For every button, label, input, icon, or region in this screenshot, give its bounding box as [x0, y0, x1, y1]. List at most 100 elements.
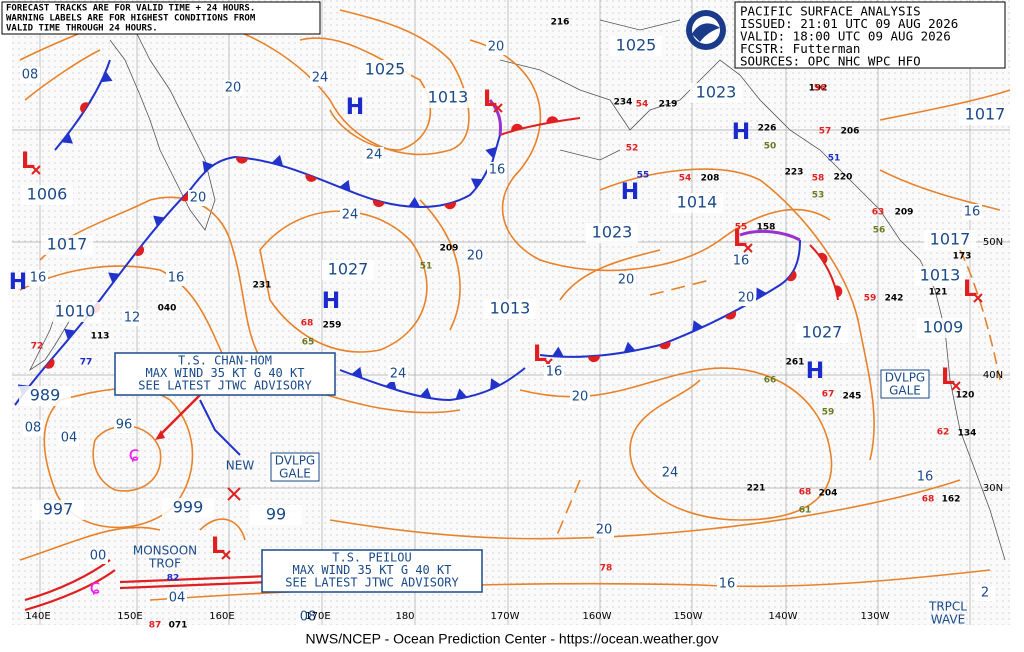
longitude-label: 170E	[305, 611, 330, 622]
isobar-label-box	[166, 270, 186, 286]
pressure-label: 1023	[696, 83, 737, 102]
header-line: SOURCES: OPC NHC WPC HFO	[740, 54, 921, 69]
station-value: 62	[937, 428, 950, 438]
advisory-line: SEE LATEST JTWC ADVISORY	[285, 576, 459, 590]
high-center: H	[322, 289, 340, 314]
station-value: 55	[637, 171, 650, 181]
low-x	[743, 243, 753, 253]
isobar-label-box	[717, 576, 737, 592]
pressure-label: 1027	[802, 323, 843, 342]
isobar-label-box	[188, 190, 208, 206]
pressure-label-box	[32, 500, 84, 520]
warning-label: GALE	[889, 384, 921, 398]
note-line: FORECAST TRACKS ARE FOR VALID TIME + 24 …	[6, 4, 255, 14]
feature-label: WAVE	[931, 613, 965, 627]
station-value: 219	[659, 100, 678, 110]
station-value: 158	[757, 223, 776, 233]
pressure-label: 1006	[27, 185, 68, 204]
cold-front-triangle	[485, 146, 497, 159]
station-value: 51	[828, 154, 841, 164]
pressure-label: 1017	[930, 230, 971, 249]
isobar-label: 08	[300, 610, 317, 625]
isobar-label-box	[388, 366, 408, 382]
isobar-label: 20	[596, 523, 613, 538]
cold-front-triangle	[692, 320, 704, 332]
isobar-label-box	[223, 80, 243, 96]
cold-front-triangle	[271, 154, 284, 167]
low-x	[31, 165, 41, 175]
pressure-label: 1027	[328, 260, 369, 279]
low-x	[973, 293, 983, 303]
latitude-label: 50N	[983, 237, 1003, 248]
isobars	[19, 9, 1011, 601]
isobar-label: 2	[981, 586, 989, 601]
low-center: L	[21, 149, 35, 174]
cold-front-triangle	[61, 132, 73, 144]
feature-label: TRPCL	[928, 600, 967, 614]
warning-label: DVLPG	[885, 371, 925, 385]
station-value: 134	[958, 429, 977, 439]
station-value: 120	[956, 391, 975, 401]
isobar-label: 04	[61, 431, 78, 446]
pressure-label-box	[610, 36, 662, 56]
low-center: L	[211, 534, 225, 559]
track-arrow	[155, 430, 165, 440]
cold-front-triangle	[490, 378, 501, 390]
isobar-label-box	[487, 162, 507, 178]
warm-front-semicircle	[134, 245, 145, 256]
longitude-label: 130W	[861, 611, 890, 622]
longitude-label: 150W	[674, 611, 703, 622]
station-value: 61	[799, 506, 812, 516]
advisory-line: MAX WIND 35 KT G 40 KT	[146, 366, 305, 380]
station-value: 209	[440, 244, 459, 254]
warm-front-semicircle	[724, 310, 737, 320]
longitude-label: 140E	[25, 611, 50, 622]
station-value: 57	[819, 127, 832, 137]
station-value: 206	[841, 127, 860, 137]
front	[809, 244, 839, 301]
station-value: 226	[758, 124, 777, 134]
isobar-label: 24	[662, 466, 679, 481]
station-value: 53	[812, 191, 825, 201]
header-line: ISSUED: 21:01 UTC 09 AUG 2026	[740, 16, 958, 31]
station-value: 192	[809, 84, 828, 94]
isobar-label-box	[736, 290, 756, 306]
station-value: 261	[786, 358, 805, 368]
pressure-label-box	[671, 193, 723, 213]
station-value: 87	[149, 621, 162, 631]
isobar-label: 20	[190, 191, 207, 206]
header-line: VALID: 18:00 UTC 09 AUG 2026	[740, 29, 951, 44]
isobar-label: 96	[116, 418, 133, 433]
cold-front-triangle	[419, 387, 432, 399]
isobar-label: 20	[738, 291, 755, 306]
header-line: FCSTR: Futterman	[740, 41, 860, 56]
station-value: 82	[167, 574, 180, 584]
isobar-label-box	[20, 67, 40, 83]
position-x	[227, 487, 241, 501]
pressure-label: 1025	[365, 60, 406, 79]
isobar-label-box	[114, 417, 134, 433]
station-value: 162	[942, 495, 961, 505]
tropical-symbols: ɕ ɕ	[90, 442, 140, 599]
isobar-label: 16	[489, 163, 506, 178]
isobar-label: 24	[366, 148, 383, 163]
storm-track	[24, 559, 271, 612]
station-value: 231	[253, 281, 272, 291]
warning-label: GALE	[279, 467, 311, 481]
cold-front-triangle	[100, 71, 113, 83]
station-value: 121	[929, 288, 948, 298]
pressure-label: 1017	[47, 235, 88, 254]
note-line: VALID TIME THROUGH 24 HOURS.	[6, 24, 158, 34]
isobar-label-box	[340, 207, 360, 223]
isobar-label-box	[88, 548, 108, 564]
isobar-label: 12	[124, 311, 141, 326]
longitude-label: 140W	[769, 611, 798, 622]
pressure-label: 1025	[616, 36, 657, 55]
storm-symbol: ɕ	[129, 442, 140, 466]
isobar-label-box	[544, 364, 564, 380]
cold-front-triangle	[202, 160, 214, 173]
isobar-label: 08	[22, 68, 39, 83]
station-value: 63	[872, 208, 885, 218]
longitude-label: 150E	[117, 611, 142, 622]
